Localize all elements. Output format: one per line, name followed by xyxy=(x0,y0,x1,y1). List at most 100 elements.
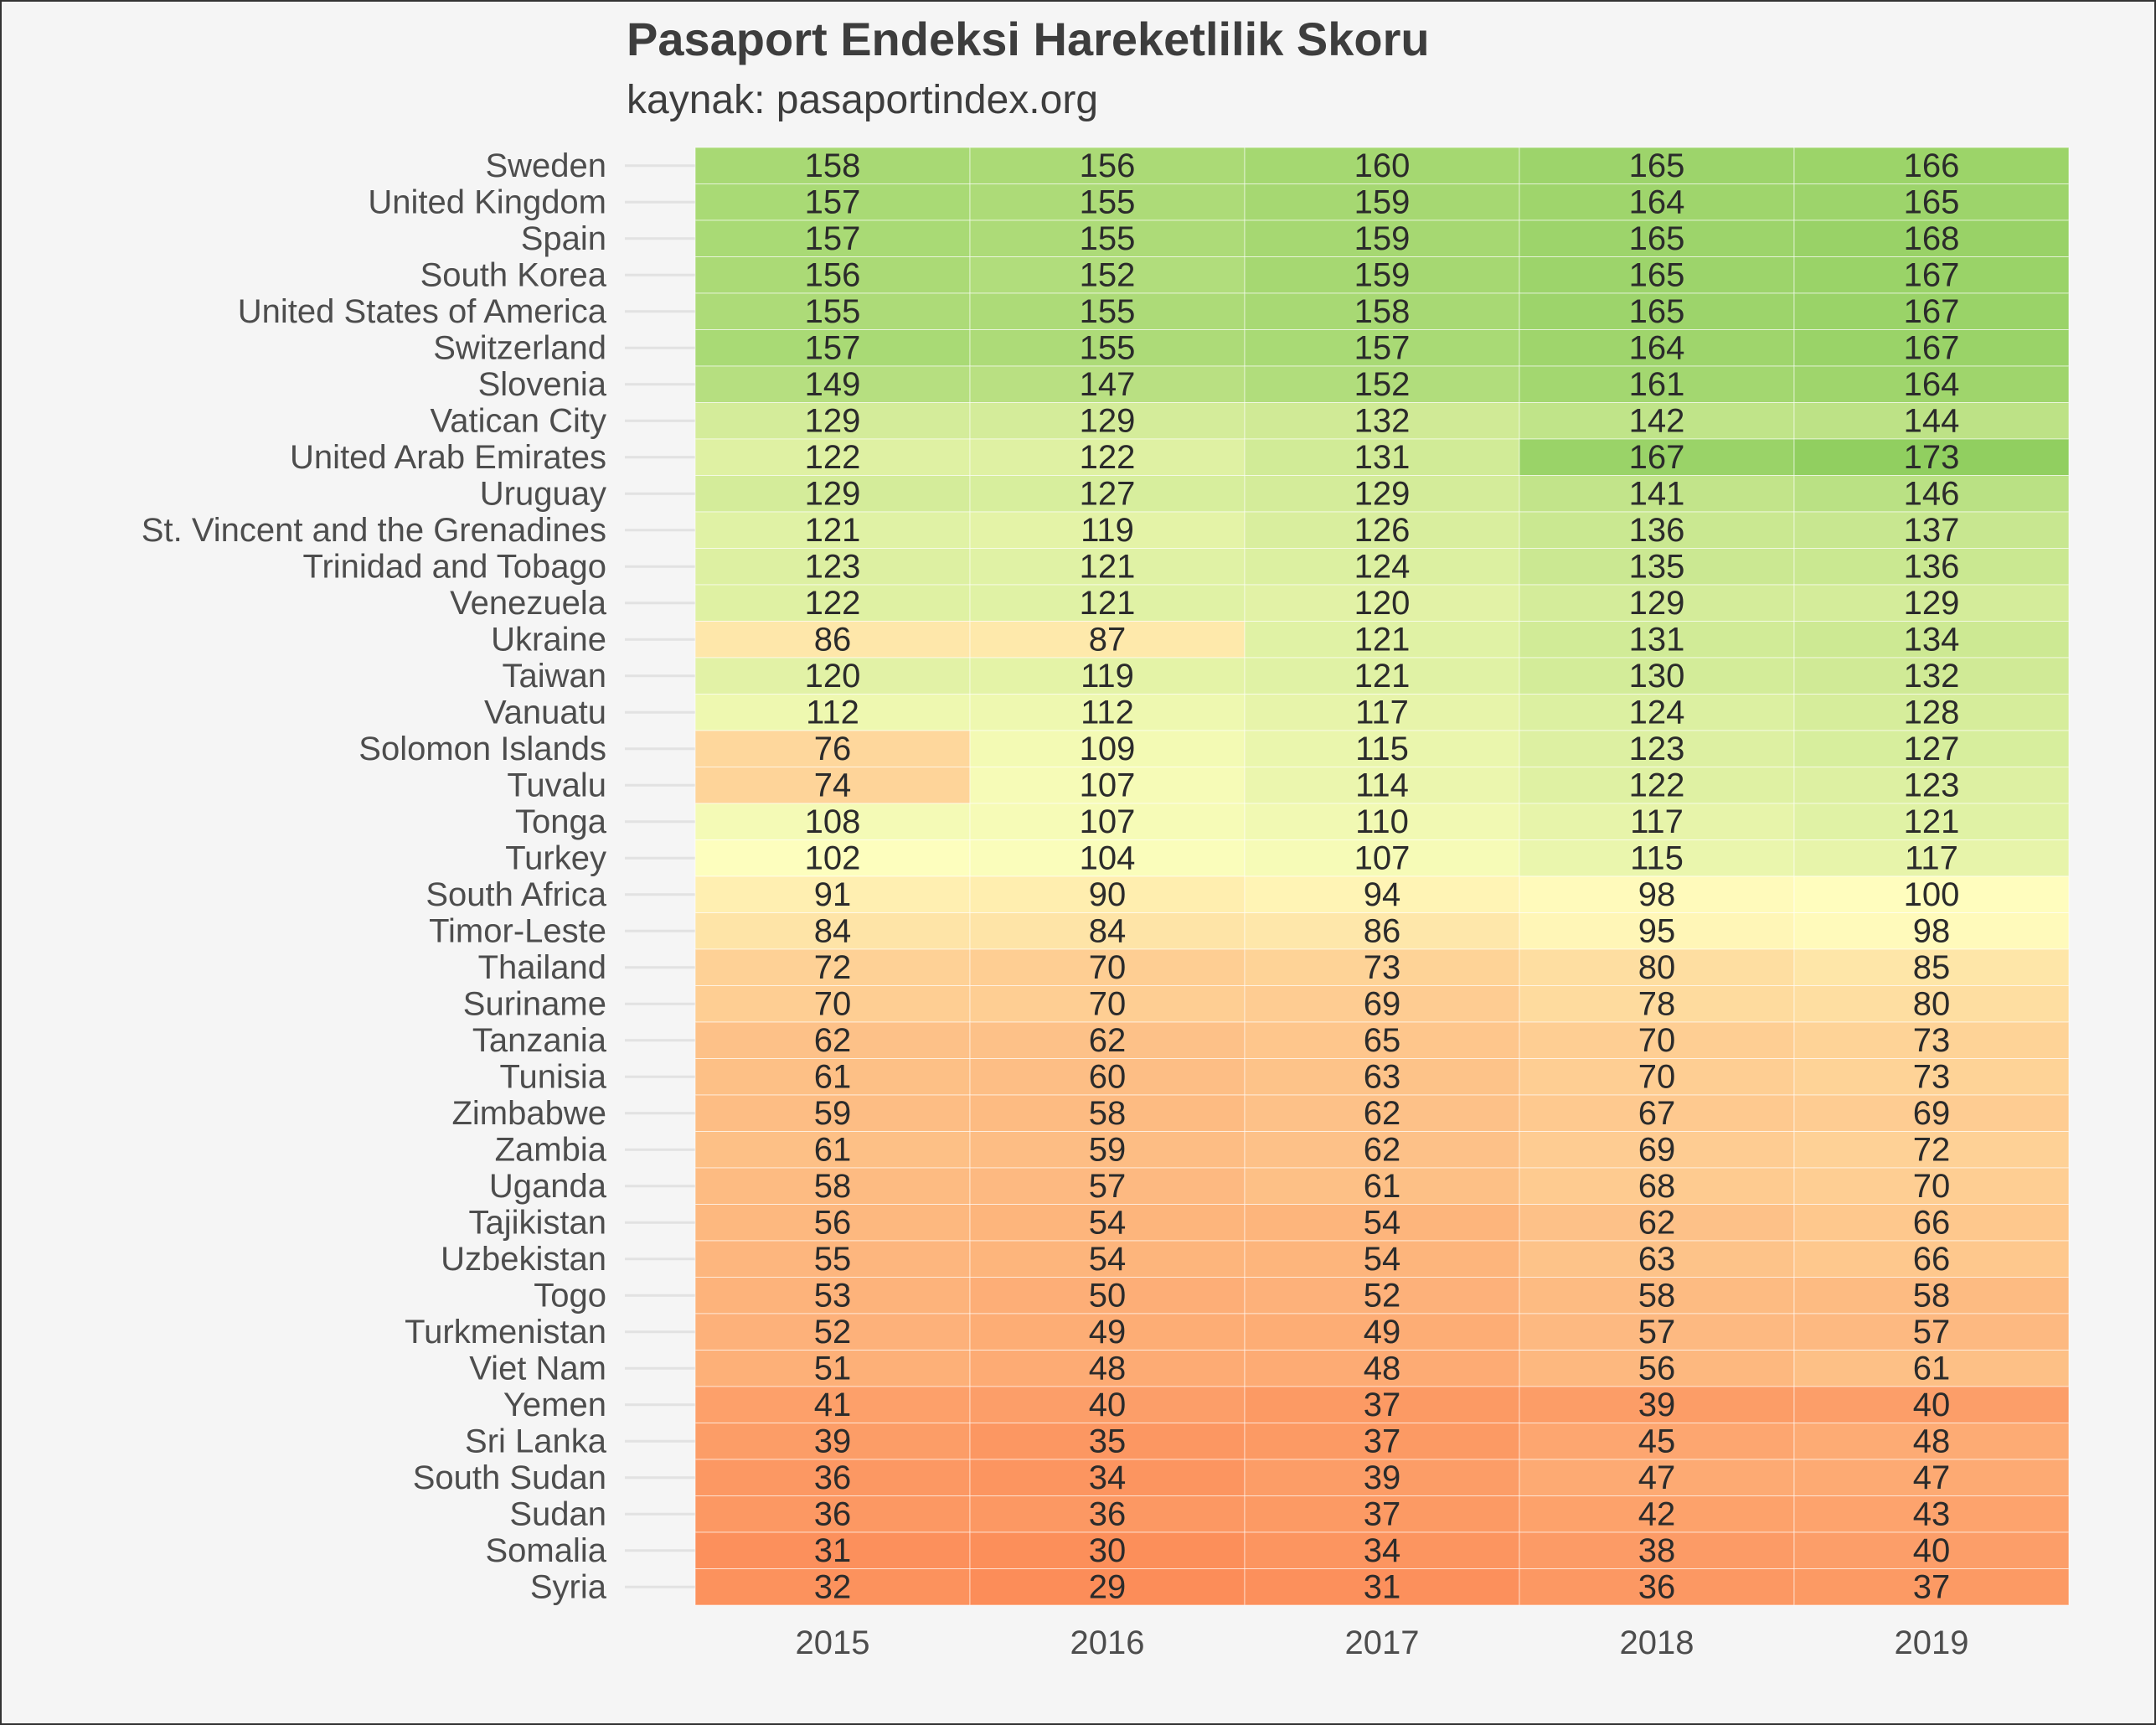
cell-value-label: 156 xyxy=(805,256,861,293)
heatmap-cell xyxy=(694,1386,971,1423)
cell-value-label: 165 xyxy=(1629,256,1685,293)
cell-value-label: 43 xyxy=(1913,1495,1951,1532)
x-tick-label: 2016 xyxy=(1070,1624,1145,1661)
cell-value-label: 73 xyxy=(1913,1058,1951,1095)
cell-value-label: 73 xyxy=(1913,1022,1951,1059)
heatmap-cell xyxy=(1519,1094,1795,1132)
heatmap-cell xyxy=(694,621,971,658)
heatmap-cell xyxy=(1519,621,1795,658)
y-tick-label: Zimbabwe xyxy=(451,1095,606,1132)
heatmap-cells xyxy=(694,147,2070,1606)
heatmap-cell xyxy=(694,1131,971,1169)
y-tick-label: Timor-Leste xyxy=(429,912,606,949)
heatmap-cell xyxy=(1244,147,1520,184)
cell-value-label: 60 xyxy=(1089,1058,1127,1095)
cell-value-label: 57 xyxy=(1913,1314,1951,1351)
heatmap-cell xyxy=(1793,803,2070,840)
heatmap-cell xyxy=(1793,985,2070,1023)
chart-title: Pasaport Endeksi Hareketlilik Skoru xyxy=(627,13,1430,65)
heatmap-cell xyxy=(694,1167,971,1205)
y-tick-label: Syria xyxy=(530,1568,607,1605)
heatmap-cell xyxy=(969,548,1246,586)
cell-value-label: 127 xyxy=(1904,731,1960,767)
heatmap-cell xyxy=(1519,1568,1795,1606)
heatmap-cell xyxy=(969,1459,1246,1496)
cell-value-label: 63 xyxy=(1638,1241,1676,1278)
heatmap-cell xyxy=(1519,1167,1795,1205)
cell-value-label: 156 xyxy=(1080,147,1136,184)
heatmap-cell xyxy=(1244,438,1520,476)
heatmap-cell xyxy=(1519,292,1795,330)
cell-value-label: 70 xyxy=(1913,1168,1951,1205)
cell-value-label: 57 xyxy=(1089,1168,1127,1205)
heatmap-cell xyxy=(1793,292,2070,330)
heatmap-cell xyxy=(969,292,1246,330)
cell-value-label: 68 xyxy=(1638,1168,1676,1205)
y-tick-label: Yemen xyxy=(503,1387,606,1423)
cell-value-label: 147 xyxy=(1080,366,1136,403)
heatmap-cell xyxy=(1793,402,2070,440)
cell-value-label: 123 xyxy=(805,548,861,585)
y-tick-label: Sweden xyxy=(485,147,606,184)
heatmap-cell xyxy=(1793,438,2070,476)
y-tick-label: Togo xyxy=(534,1277,606,1314)
heatmap-cell xyxy=(1244,219,1520,257)
cell-value-label: 114 xyxy=(1355,767,1409,803)
cell-value-label: 157 xyxy=(1354,329,1411,366)
heatmap-cell xyxy=(1793,183,2070,221)
cell-value-label: 31 xyxy=(1364,1568,1401,1605)
heatmap-cell xyxy=(1793,1021,2070,1059)
heatmap-cell xyxy=(694,694,971,731)
heatmap-cell xyxy=(969,1240,1246,1278)
y-tick-label: Tajikistan xyxy=(468,1204,606,1241)
cell-value-label: 146 xyxy=(1904,475,1960,512)
heatmap-cell xyxy=(969,912,1246,950)
y-tick-label: Tuvalu xyxy=(507,767,606,803)
heatmap-cell xyxy=(1519,1531,1795,1569)
heatmap-cell xyxy=(1519,1313,1795,1351)
heatmap-cell xyxy=(1244,329,1520,367)
cell-value-label: 165 xyxy=(1904,183,1960,220)
heatmap-cell xyxy=(694,1240,971,1278)
x-tick-label: 2019 xyxy=(1895,1624,1969,1661)
x-tick-label: 2015 xyxy=(796,1624,870,1661)
heatmap-cell xyxy=(969,147,1246,184)
cell-value-label: 127 xyxy=(1080,475,1136,512)
cell-value-label: 36 xyxy=(814,1495,852,1532)
heatmap-cell xyxy=(1793,1531,2070,1569)
heatmap-cell xyxy=(1793,511,2070,549)
cell-value-label: 65 xyxy=(1364,1022,1401,1059)
heatmap-cell xyxy=(969,1386,1246,1423)
cell-value-label: 155 xyxy=(805,293,861,330)
cell-value-label: 152 xyxy=(1354,366,1411,403)
cell-value-label: 167 xyxy=(1904,256,1960,293)
y-tick-label: Trinidad and Tobago xyxy=(303,548,607,585)
heatmap-cell xyxy=(1519,1423,1795,1460)
cell-value-label: 90 xyxy=(1089,876,1127,913)
cell-value-label: 85 xyxy=(1913,949,1951,986)
heatmap-cell xyxy=(1519,1058,1795,1096)
heatmap-cell xyxy=(969,219,1246,257)
cell-value-label: 40 xyxy=(1913,1387,1951,1423)
cell-value-label: 158 xyxy=(805,147,861,184)
heatmap-cell xyxy=(1793,329,2070,367)
cell-value-label: 136 xyxy=(1629,512,1685,549)
cell-value-label: 117 xyxy=(1905,839,1958,876)
heatmap-cell xyxy=(1519,1386,1795,1423)
y-tick-label: Uruguay xyxy=(480,475,606,512)
cell-value-label: 37 xyxy=(1364,1423,1401,1459)
heatmap-cell xyxy=(1244,1568,1520,1606)
cell-value-label: 121 xyxy=(1080,585,1136,622)
cell-value-label: 87 xyxy=(1089,621,1127,658)
cell-value-label: 58 xyxy=(814,1168,852,1205)
heatmap-cell xyxy=(1793,219,2070,257)
cell-value-label: 132 xyxy=(1904,658,1960,695)
heatmap-cell xyxy=(969,1131,1246,1169)
heatmap-cell xyxy=(969,183,1246,221)
cell-value-label: 155 xyxy=(1080,183,1136,220)
cell-value-label: 56 xyxy=(814,1204,852,1241)
cell-value-label: 54 xyxy=(1364,1241,1401,1278)
cell-value-label: 160 xyxy=(1354,147,1411,184)
y-tick-label: Suriname xyxy=(463,985,606,1022)
cell-value-label: 94 xyxy=(1364,876,1401,913)
